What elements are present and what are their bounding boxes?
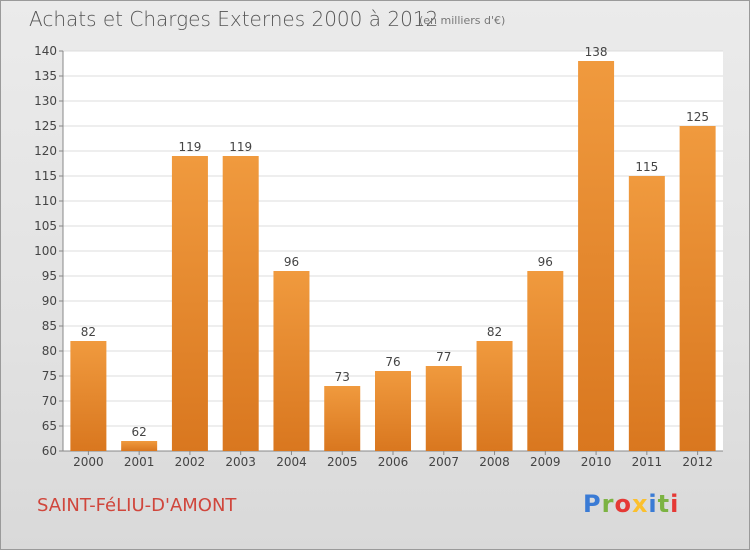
x-tick-label: 2001 <box>124 455 155 469</box>
bar <box>324 386 361 451</box>
commune-name: SAINT-FéLIU-D'AMONT <box>37 495 237 516</box>
bar <box>527 271 564 451</box>
y-tick-label: 125 <box>34 119 57 133</box>
x-tick-label: 2004 <box>276 455 307 469</box>
y-tick-label: 65 <box>42 419 57 433</box>
y-tick-label: 115 <box>34 169 57 183</box>
bar <box>273 271 310 451</box>
x-tick-label: 2003 <box>225 455 256 469</box>
chart-subtitle: (en milliers d'€) <box>419 14 506 27</box>
x-tick-label: 2012 <box>682 455 713 469</box>
data-label: 77 <box>436 350 451 364</box>
x-tick-label: 2002 <box>175 455 206 469</box>
logo-letter: x <box>631 490 649 518</box>
y-tick-label: 135 <box>34 69 57 83</box>
logo-letter: t <box>657 490 671 518</box>
x-tick-label: 2011 <box>632 455 663 469</box>
bar <box>375 371 411 451</box>
logo-letter: P <box>583 490 602 518</box>
y-tick-label: 90 <box>42 294 57 308</box>
data-label: 119 <box>178 140 201 154</box>
x-tick-label: 2005 <box>327 455 358 469</box>
bar <box>121 441 158 451</box>
y-tick-label: 70 <box>42 394 57 408</box>
y-tick-label: 75 <box>42 369 57 383</box>
data-label: 119 <box>229 140 252 154</box>
bar <box>578 61 615 451</box>
bar <box>171 156 208 451</box>
x-tick-label: 2007 <box>428 455 459 469</box>
data-label: 76 <box>385 355 400 369</box>
proxiti-logo: Proxiti <box>583 490 679 518</box>
y-tick-label: 105 <box>34 219 57 233</box>
logo-letter: o <box>614 490 632 518</box>
bar <box>70 341 107 451</box>
y-tick-label: 120 <box>34 144 57 158</box>
x-tick-label: 2006 <box>378 455 409 469</box>
x-tick-label: 2010 <box>581 455 612 469</box>
bar <box>425 366 462 451</box>
x-tick-label: 2009 <box>530 455 561 469</box>
data-label: 138 <box>585 45 608 59</box>
data-label: 96 <box>284 255 299 269</box>
bar <box>476 341 513 451</box>
x-tick-label: 2000 <box>73 455 104 469</box>
logo-letter: r <box>601 490 615 518</box>
data-label: 115 <box>635 160 658 174</box>
data-label: 62 <box>132 425 147 439</box>
y-tick-label: 110 <box>34 194 57 208</box>
y-tick-label: 60 <box>42 444 57 458</box>
y-tick-label: 130 <box>34 94 57 108</box>
data-label: 73 <box>335 370 350 384</box>
y-tick-label: 100 <box>34 244 57 258</box>
y-tick-label: 80 <box>42 344 57 358</box>
data-label: 82 <box>487 325 502 339</box>
data-label: 125 <box>686 110 709 124</box>
logo-letter: i <box>648 490 658 518</box>
y-tick-label: 95 <box>42 269 57 283</box>
data-label: 82 <box>81 325 96 339</box>
chart-title: Achats et Charges Externes 2000 à 2012 <box>29 7 439 31</box>
y-tick-label: 85 <box>42 319 57 333</box>
bar <box>222 156 259 451</box>
logo-letter: i <box>670 490 680 518</box>
bar <box>628 176 665 451</box>
bar <box>679 126 716 451</box>
data-label: 96 <box>538 255 553 269</box>
y-tick-label: 140 <box>34 44 57 58</box>
x-tick-label: 2008 <box>479 455 510 469</box>
